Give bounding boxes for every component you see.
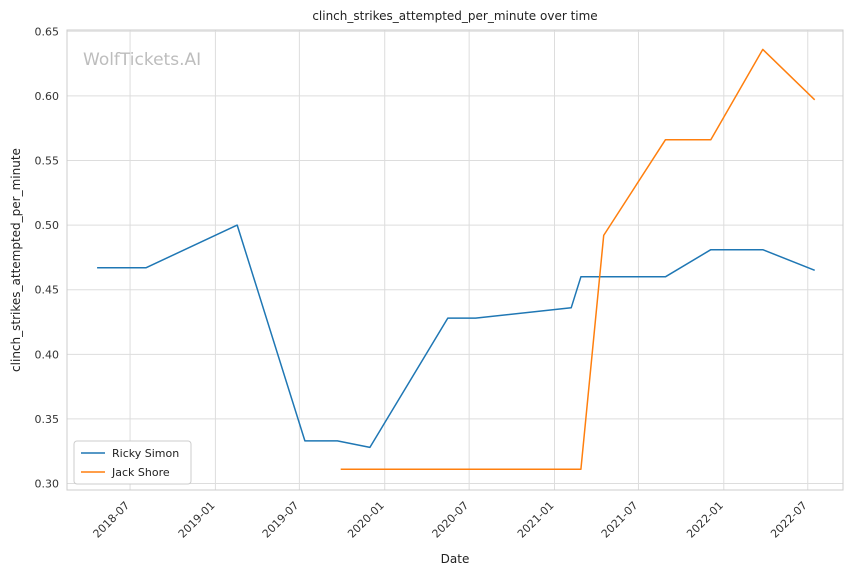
grid: [67, 30, 843, 490]
y-tick-label: 0.45: [35, 284, 60, 297]
y-tick-label: 0.30: [35, 478, 60, 491]
y-tick-label: 0.35: [35, 413, 60, 426]
legend-label: Ricky Simon: [112, 447, 179, 460]
legend-box: [73, 440, 192, 485]
y-tick-label: 0.65: [35, 25, 60, 38]
watermark: WolfTickets.AI: [83, 50, 201, 70]
x-axis-title: Date: [441, 552, 470, 566]
y-tick-label: 0.40: [35, 348, 60, 361]
y-tick-label: 0.60: [35, 90, 60, 103]
y-tick-label: 0.55: [35, 155, 60, 168]
series-1: [340, 48, 816, 471]
series-line: [340, 48, 816, 471]
chart-title: clinch_strikes_attempted_per_minute over…: [312, 9, 597, 23]
legend: Ricky Simon Jack Shore: [73, 440, 192, 485]
y-tick-labels: 0.30 0.35 0.40 0.45 0.50 0.55 0.60 0.65: [35, 25, 60, 490]
series-line: [97, 224, 815, 449]
legend-label: Jack Shore: [111, 466, 170, 479]
series-0: [97, 224, 815, 449]
series-layer: [97, 48, 816, 471]
y-tick-label: 0.50: [35, 219, 60, 232]
plot-frame: [66, 29, 844, 491]
y-axis-title: clinch_strikes_attempted_per_minute: [9, 148, 23, 372]
